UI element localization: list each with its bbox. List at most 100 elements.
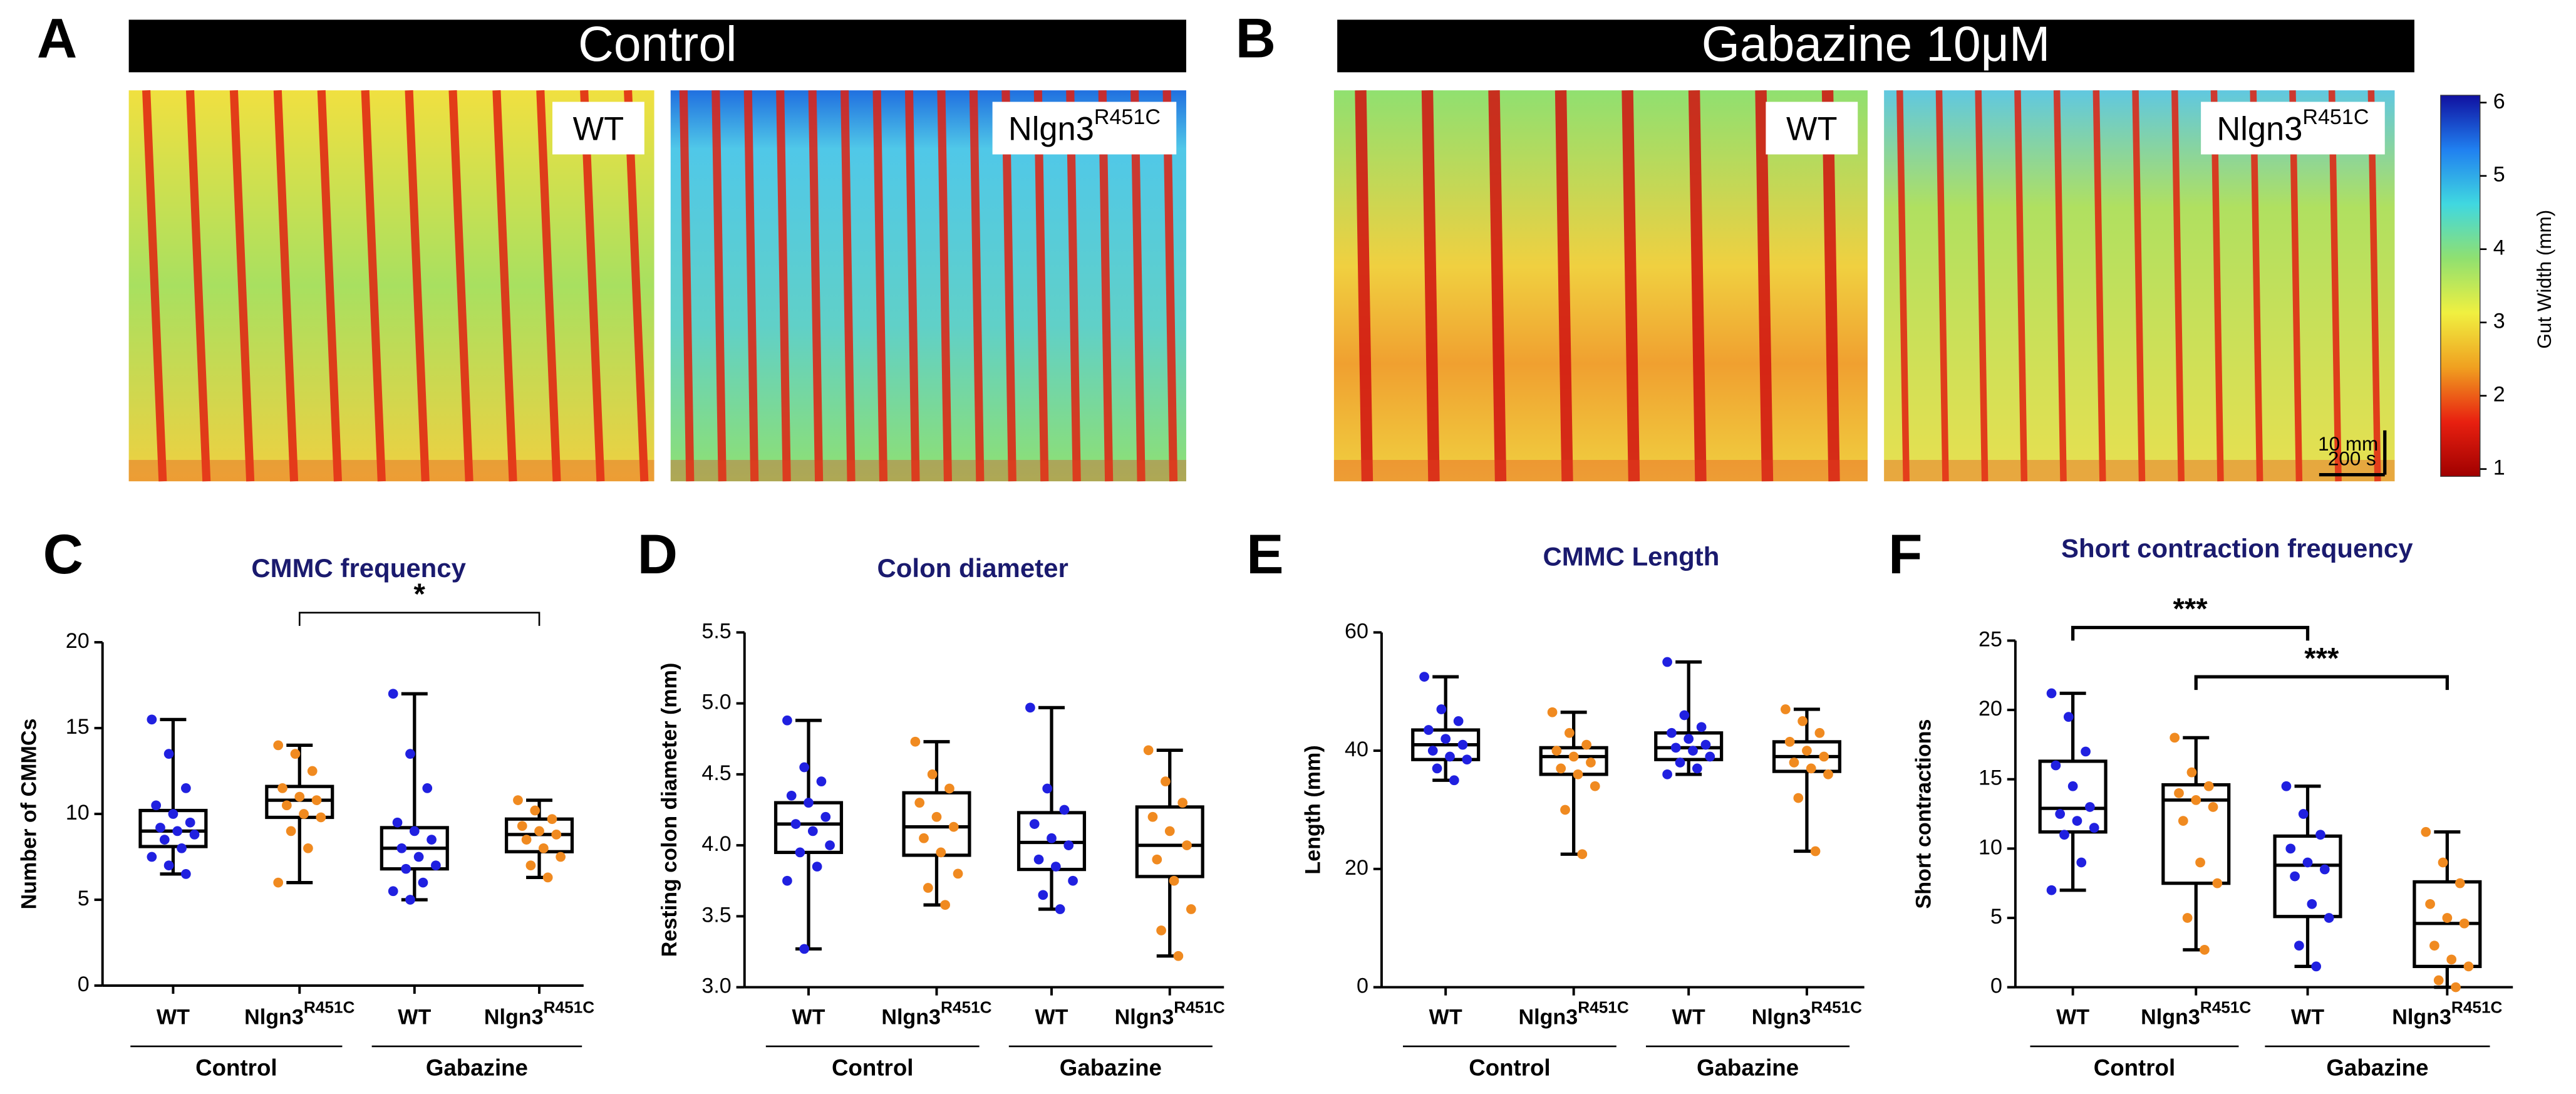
data-point: [1819, 751, 1829, 762]
data-point: [1568, 751, 1579, 762]
y-tick-label: 5.5: [701, 619, 731, 643]
data-point: [2281, 781, 2292, 791]
colorbar-tick-label: 6: [2493, 90, 2505, 113]
data-point: [547, 814, 557, 825]
data-point: [1784, 737, 1795, 747]
colorbar-tick-label: 5: [2493, 163, 2505, 187]
contraction-stripe: [711, 90, 727, 482]
group-label: Gabazine: [1060, 1055, 1162, 1080]
y-tick-label: 15: [1979, 766, 2002, 790]
data-point: [2081, 746, 2091, 757]
data-point: [1029, 819, 1040, 829]
contraction-stripe: [1098, 90, 1114, 482]
data-point: [2425, 899, 2435, 909]
x-tick-label: Nlgn3R451C: [1115, 998, 1225, 1029]
contraction-stripe: [1066, 90, 1081, 482]
data-point: [923, 883, 933, 893]
x-tick-label-text: WT: [157, 1005, 190, 1029]
map-label-text: Nlgn3: [1008, 112, 1094, 148]
x-tick-label: WT: [398, 1005, 431, 1029]
data-point: [1143, 745, 1154, 756]
data-point: [1164, 826, 1175, 836]
map-label-text: Nlgn3: [2216, 112, 2302, 148]
data-point: [1033, 854, 1044, 865]
data-point: [1814, 727, 1825, 738]
data-point: [1063, 840, 1074, 850]
data-point: [795, 847, 805, 858]
contraction-stripe: [2210, 90, 2224, 482]
data-point: [413, 852, 424, 862]
data-point: [1453, 716, 1464, 726]
data-point: [807, 826, 818, 836]
y-tick-label: 20: [1345, 856, 1368, 880]
data-point: [799, 944, 810, 954]
x-tick-label-sup: R451C: [1174, 998, 1225, 1017]
contraction-stripe: [2328, 90, 2342, 482]
data-point: [1823, 769, 1833, 779]
map-label-box: [992, 102, 1177, 155]
panel-letter: A: [37, 7, 77, 70]
data-point: [2191, 795, 2201, 805]
data-point: [409, 826, 420, 836]
data-point: [1047, 833, 1057, 843]
data-point: [405, 895, 415, 905]
data-point: [919, 833, 929, 843]
map-label-sup: R451C: [2302, 105, 2369, 129]
data-point: [1577, 849, 1588, 860]
x-tick-label-sup: R451C: [304, 998, 355, 1017]
map-label: WT: [1786, 112, 1838, 148]
data-point: [538, 843, 549, 853]
x-tick-label-text: WT: [2056, 1005, 2089, 1029]
x-tick-label: Nlgn3R451C: [2392, 998, 2502, 1029]
data-point: [303, 843, 313, 853]
data-point: [790, 819, 801, 829]
contraction-stripe: [2053, 90, 2067, 482]
y-tick-label: 0: [1990, 974, 2002, 998]
data-point: [1556, 763, 1566, 774]
data-point: [147, 714, 157, 725]
data-point: [2208, 802, 2218, 812]
chart-title: Colon diameter: [877, 553, 1068, 583]
box: [1135, 805, 1204, 878]
data-point: [1173, 951, 1184, 961]
data-point: [936, 847, 946, 858]
data-point: [1462, 754, 1472, 765]
data-point: [1798, 716, 1808, 726]
colorbar-tick-label: 1: [2493, 456, 2505, 480]
data-point: [273, 877, 284, 888]
contraction-stripe: [904, 90, 920, 482]
panel-letter: F: [1888, 523, 1922, 585]
data-point: [1050, 862, 1061, 872]
data-point: [530, 805, 541, 816]
contraction-stripe: [229, 90, 255, 482]
data-point: [155, 823, 165, 833]
significance-bracket: [298, 612, 541, 626]
x-tick-label: WT: [1672, 1005, 1705, 1029]
data-point: [1662, 769, 1672, 779]
data-point: [927, 769, 938, 779]
x-tick-label-text: WT: [1672, 1005, 1705, 1029]
data-point: [2212, 878, 2223, 888]
colorbar-tick-label: 3: [2493, 310, 2505, 333]
data-point: [1684, 734, 1694, 744]
panel-letter: C: [43, 523, 83, 585]
data-point: [1547, 707, 1558, 717]
contraction-stripe: [361, 90, 386, 482]
data-point: [1586, 758, 1596, 768]
x-tick-label: Nlgn3R451C: [1752, 998, 1862, 1029]
heatmap: [128, 90, 654, 482]
contraction-stripe: [1688, 90, 1707, 482]
y-tick-label: 10: [1979, 835, 2002, 859]
y-axis-label: Short contractions: [1912, 719, 1936, 909]
data-point: [2067, 781, 2078, 791]
data-point: [820, 811, 831, 822]
colorbar-tick-label: 4: [2493, 236, 2505, 260]
chart-title: Short contraction frequency: [2061, 533, 2413, 563]
y-tick-label: 10: [66, 801, 90, 825]
x-tick-label: WT: [2291, 1005, 2324, 1029]
data-point: [1705, 751, 1715, 762]
data-point: [1436, 704, 1447, 714]
data-point: [1445, 751, 1455, 762]
heatmap-edge: [1333, 460, 1868, 482]
